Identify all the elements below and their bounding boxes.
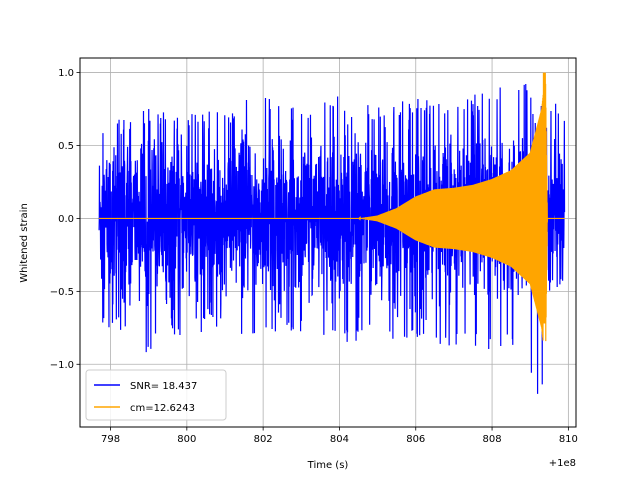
x-tick-label: 810: [559, 434, 578, 445]
x-offset-label: +1e8: [549, 458, 576, 469]
x-tick-label: 808: [483, 434, 502, 445]
y-tick-label: 0.5: [58, 141, 74, 152]
x-axis-label: Time (s): [307, 460, 349, 471]
legend-label-snr: SNR= 18.437: [130, 381, 197, 392]
plot-frame: [79, 57, 577, 428]
y-tick-label: 1.0: [58, 68, 74, 79]
y-tick-label: −0.5: [50, 287, 74, 298]
grid: [80, 58, 576, 427]
y-axis-label: Whitened strain: [19, 203, 30, 283]
y-tick-label: −1.0: [50, 360, 74, 371]
series-cm-line: [99, 72, 565, 342]
x-tick-label: 806: [406, 434, 425, 445]
y-tick-label: 0.0: [58, 214, 74, 225]
x-tick-label: 802: [254, 434, 273, 445]
x-tick-label: 804: [330, 434, 349, 445]
series-layer: [98, 72, 566, 394]
legend: SNR= 18.437 cm=12.6243: [85, 369, 227, 421]
legend-box: [85, 369, 227, 421]
legend-label-cm: cm=12.6243: [130, 403, 195, 414]
ticks: 798 800 802 804 806 808 810 −1.0 −0.5 0.0 0.5 1.0: [50, 68, 578, 445]
x-tick-label: 800: [177, 434, 196, 445]
x-tick-label: 798: [101, 434, 120, 445]
